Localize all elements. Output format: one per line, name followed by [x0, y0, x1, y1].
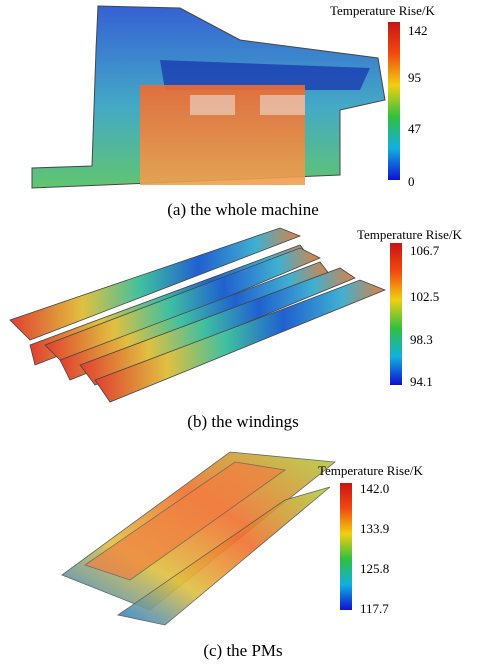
colorbar-tick: 125.8: [360, 561, 389, 576]
figure: Temperature Rise/K 142 95 47 0 (a) the w…: [0, 0, 487, 667]
caption: (b) the windings: [187, 412, 298, 431]
colorbar-tick: 0: [408, 174, 415, 189]
colorbar-tick: 98.3: [410, 332, 433, 347]
caption: (c) the PMs: [203, 641, 282, 660]
colorbar-tick: 106.7: [410, 243, 440, 258]
colorbar-tick: 47: [408, 121, 422, 136]
colorbar-tick: 142.0: [360, 481, 389, 496]
colorbar-title: Temperature Rise/K: [357, 227, 462, 242]
colorbar-title: Temperature Rise/K: [330, 3, 435, 18]
machine-render: [32, 6, 385, 188]
colorbar: [340, 483, 352, 610]
colorbar-tick: 102.5: [410, 289, 439, 304]
colorbar-title: Temperature Rise/K: [318, 463, 423, 478]
colorbar-tick: 94.1: [410, 374, 433, 389]
caption: (a) the whole machine: [167, 200, 319, 219]
colorbar: [390, 243, 402, 385]
colorbar-tick: 95: [408, 70, 421, 85]
colorbar-tick: 117.7: [360, 601, 389, 616]
pm-render: [62, 452, 335, 625]
colorbar: [388, 22, 400, 180]
windings-render: [10, 228, 385, 402]
colorbar-tick: 142: [408, 23, 428, 38]
colorbar-tick: 133.9: [360, 521, 389, 536]
